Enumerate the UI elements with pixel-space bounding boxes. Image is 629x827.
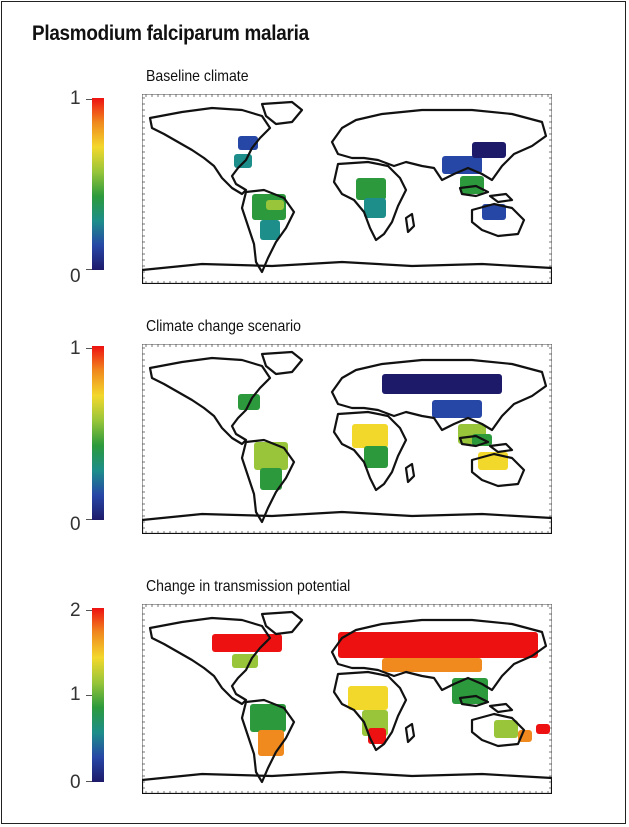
colorbar-tick bbox=[86, 610, 92, 611]
indonesia-coastline bbox=[458, 184, 514, 204]
eurasia-coastline bbox=[330, 108, 548, 182]
panel-title-climate-change: Climate change scenario bbox=[146, 318, 301, 335]
colorbar-max-label: 1 bbox=[70, 338, 81, 359]
madagascar-coastline bbox=[404, 462, 416, 484]
africa-coastline bbox=[332, 410, 408, 492]
panel-title-change-transmission: Change in transmission potential bbox=[146, 578, 351, 595]
eurasia-coastline bbox=[330, 358, 548, 432]
antarctica-coastline bbox=[142, 260, 552, 284]
australia-coastline bbox=[470, 452, 526, 488]
eurasia-coastline bbox=[330, 618, 548, 692]
southAmerica-coastline bbox=[240, 438, 296, 524]
indonesia-coastline bbox=[458, 694, 514, 714]
figure-title: Plasmodium falciparum malaria bbox=[32, 22, 309, 45]
colorbar-min-label: 0 bbox=[70, 514, 81, 535]
colorbar-min-label: 0 bbox=[70, 266, 81, 287]
colorbar-baseline bbox=[92, 98, 104, 270]
colorbar-tick bbox=[86, 269, 92, 270]
panel-title-baseline: Baseline climate bbox=[146, 68, 249, 85]
colorbar-tick bbox=[86, 519, 92, 520]
northAmerica-coastline bbox=[148, 616, 272, 706]
madagascar-coastline bbox=[404, 212, 416, 234]
indonesia-coastline bbox=[458, 434, 514, 454]
colorbar-tick bbox=[86, 348, 92, 349]
northAmerica-coastline bbox=[148, 356, 272, 446]
australia-coastline bbox=[470, 202, 526, 238]
greenland-coastline bbox=[260, 100, 304, 126]
colorbar-mid-label: 1 bbox=[70, 684, 81, 705]
colorbar-tick bbox=[86, 781, 92, 782]
australia-coastline bbox=[470, 712, 526, 748]
greenland-coastline bbox=[260, 610, 304, 636]
world-map-change-transmission bbox=[142, 604, 552, 794]
antarctica-coastline bbox=[142, 770, 552, 794]
colorbar-max-label: 1 bbox=[70, 88, 81, 109]
world-map-climate-change bbox=[142, 344, 552, 534]
southAmerica-coastline bbox=[240, 188, 296, 274]
northAmerica-coastline bbox=[148, 106, 272, 196]
colorbar-tick bbox=[86, 695, 92, 696]
africa-coastline bbox=[332, 160, 408, 242]
antarctica-coastline bbox=[142, 510, 552, 534]
world-map-baseline bbox=[142, 94, 552, 284]
colorbar-climate-change bbox=[92, 346, 104, 520]
colorbar-tick bbox=[86, 99, 92, 100]
greenland-coastline bbox=[260, 350, 304, 376]
colorbar-change-transmission bbox=[92, 608, 104, 782]
southAmerica-coastline bbox=[240, 698, 296, 784]
colorbar-max-label: 2 bbox=[70, 600, 81, 621]
madagascar-coastline bbox=[404, 722, 416, 744]
africa-coastline bbox=[332, 670, 408, 752]
colorbar-min-label: 0 bbox=[70, 772, 81, 793]
